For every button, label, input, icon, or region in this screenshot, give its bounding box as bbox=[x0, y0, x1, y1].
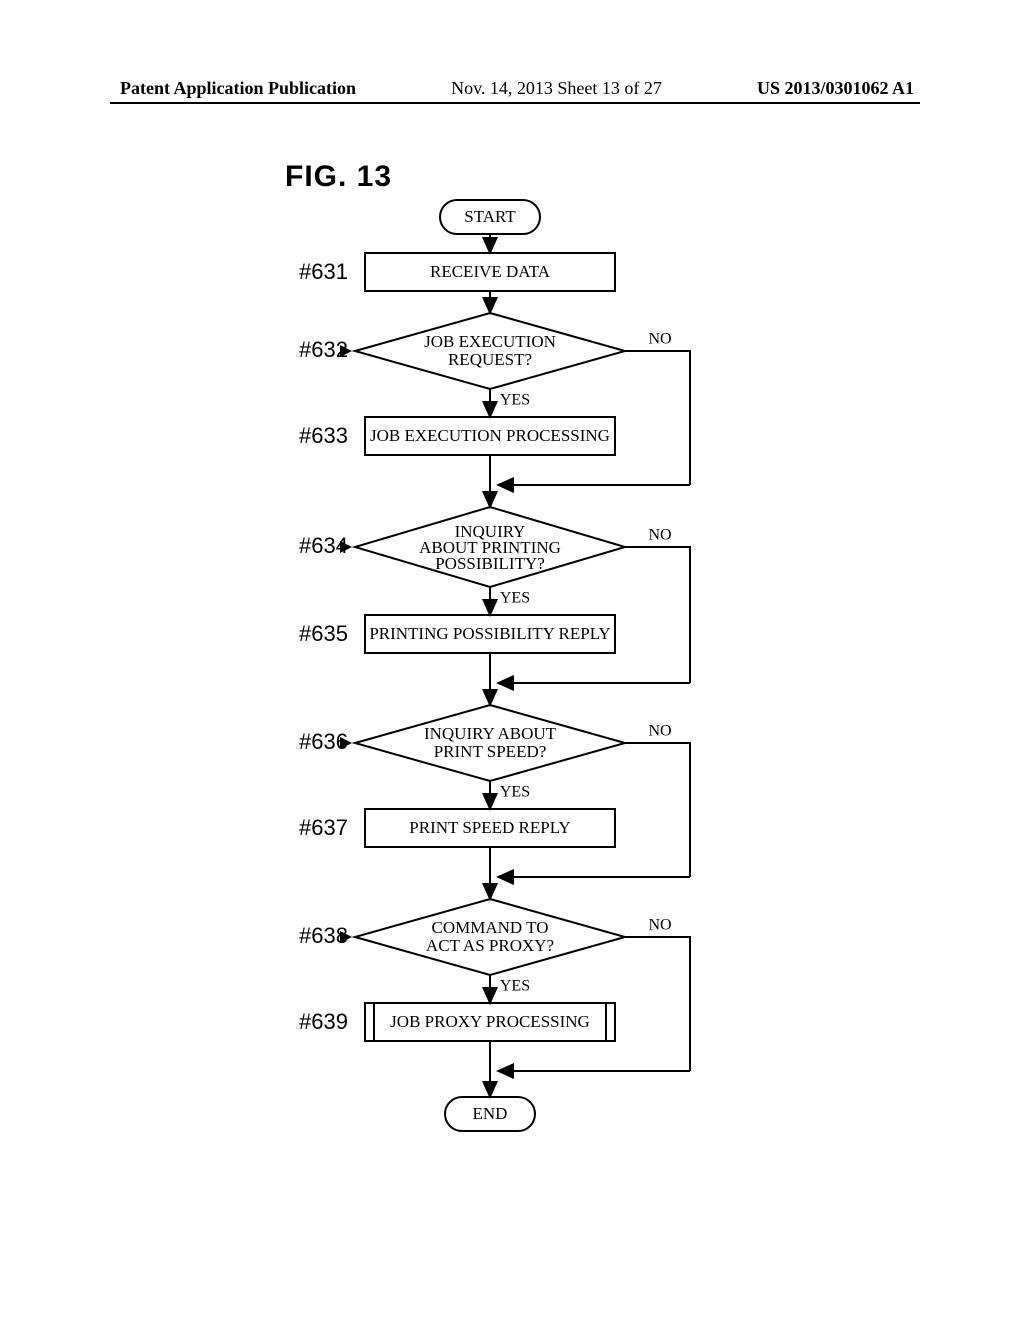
node-start: START bbox=[440, 200, 540, 234]
step-id-639: #639 bbox=[299, 1009, 348, 1034]
yes-label: YES bbox=[500, 784, 530, 801]
svg-text:ACT AS PROXY?: ACT AS PROXY? bbox=[426, 936, 554, 955]
figure-title: FIG. 13 bbox=[285, 160, 392, 194]
header-rule bbox=[110, 102, 920, 104]
svg-text:JOB EXECUTION: JOB EXECUTION bbox=[424, 332, 556, 351]
svg-text:RECEIVE DATA: RECEIVE DATA bbox=[430, 262, 551, 281]
edge-no bbox=[625, 937, 690, 1071]
svg-text:PRINTING POSSIBILITY REPLY: PRINTING POSSIBILITY REPLY bbox=[369, 624, 610, 643]
step-id-635: #635 bbox=[299, 621, 348, 646]
step-id-631: #631 bbox=[299, 259, 348, 284]
no-label: NO bbox=[648, 723, 671, 740]
no-label: NO bbox=[648, 917, 671, 934]
start-label: START bbox=[464, 207, 516, 226]
node-631: RECEIVE DATA bbox=[365, 253, 615, 291]
node-end: END bbox=[445, 1097, 535, 1131]
no-label: NO bbox=[648, 527, 671, 544]
yes-label: YES bbox=[500, 590, 530, 607]
flowchart: START RECEIVE DATA #631 JOB EXECUTION RE… bbox=[270, 195, 790, 1205]
edge-no bbox=[625, 351, 690, 485]
svg-text:PRINT SPEED REPLY: PRINT SPEED REPLY bbox=[409, 818, 570, 837]
svg-text:POSSIBILITY?: POSSIBILITY? bbox=[435, 554, 545, 573]
node-635: PRINTING POSSIBILITY REPLY bbox=[365, 615, 615, 653]
header-center: Nov. 14, 2013 Sheet 13 of 27 bbox=[451, 78, 662, 99]
step-id-633: #633 bbox=[299, 423, 348, 448]
end-label: END bbox=[473, 1104, 508, 1123]
edge-no bbox=[625, 743, 690, 877]
node-632: JOB EXECUTION REQUEST? bbox=[355, 313, 625, 389]
node-637: PRINT SPEED REPLY bbox=[365, 809, 615, 847]
node-633: JOB EXECUTION PROCESSING bbox=[365, 417, 615, 455]
svg-text:COMMAND TO: COMMAND TO bbox=[432, 918, 549, 937]
step-id-637: #637 bbox=[299, 815, 348, 840]
node-638: COMMAND TO ACT AS PROXY? bbox=[355, 899, 625, 975]
svg-text:INQUIRY ABOUT: INQUIRY ABOUT bbox=[424, 724, 557, 743]
page-header: Patent Application Publication Nov. 14, … bbox=[0, 78, 1024, 99]
edge-no bbox=[625, 547, 690, 683]
header-right: US 2013/0301062 A1 bbox=[757, 78, 914, 99]
node-639: JOB PROXY PROCESSING bbox=[365, 1003, 615, 1041]
svg-text:REQUEST?: REQUEST? bbox=[448, 350, 532, 369]
node-636: INQUIRY ABOUT PRINT SPEED? bbox=[355, 705, 625, 781]
node-634: INQUIRY ABOUT PRINTING POSSIBILITY? bbox=[355, 507, 625, 587]
no-label: NO bbox=[648, 331, 671, 348]
svg-text:PRINT SPEED?: PRINT SPEED? bbox=[434, 742, 547, 761]
svg-text:JOB EXECUTION PROCESSING: JOB EXECUTION PROCESSING bbox=[370, 426, 610, 445]
header-left: Patent Application Publication bbox=[120, 78, 356, 99]
yes-label: YES bbox=[500, 392, 530, 409]
svg-text:JOB PROXY PROCESSING: JOB PROXY PROCESSING bbox=[390, 1012, 590, 1031]
yes-label: YES bbox=[500, 978, 530, 995]
